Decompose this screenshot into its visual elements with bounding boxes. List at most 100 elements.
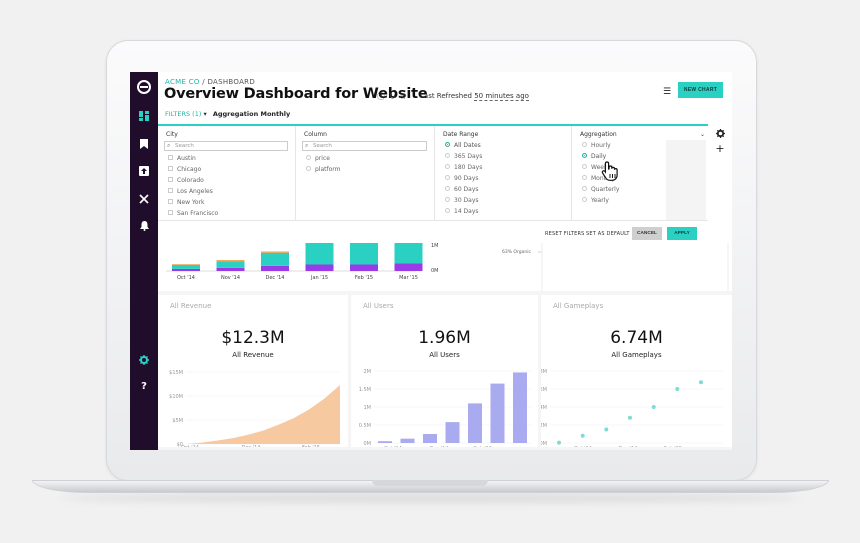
breadcrumb-org[interactable]: ACME CO xyxy=(165,78,200,86)
chevron-down-icon[interactable]: ▾ xyxy=(203,110,207,118)
filter-date-header: Date Range xyxy=(443,131,479,138)
dashboard-icon[interactable] xyxy=(130,109,158,123)
users-bar xyxy=(378,441,392,443)
aggregation-option[interactable]: Yearly xyxy=(582,197,609,204)
aggregation-option[interactable]: Hourly xyxy=(582,142,611,149)
date-option[interactable]: 30 Days xyxy=(445,197,479,204)
breadcrumb-separator: / xyxy=(199,78,208,86)
gameplays-kpi-label: All Gameplays xyxy=(611,351,662,359)
star-icon[interactable]: ☆ xyxy=(399,92,411,101)
stacked-bar-card[interactable]: Oct '14 Nov '14 Dec '14 Jan '15 Feb '15 Mar '… xyxy=(158,238,732,291)
apply-button[interactable]: APPLY xyxy=(667,227,697,240)
users-bar xyxy=(513,372,527,443)
y-tick-label: 1.5M xyxy=(359,387,371,393)
aggregation-option[interactable]: Daily xyxy=(582,153,606,160)
y-tick-label: 8M xyxy=(541,369,547,375)
gameplays-title: All Gameplays xyxy=(553,302,604,310)
filter-panel-footer: RESET FILTERS SET AS DEFAULT CANCEL APPL… xyxy=(158,220,708,245)
right-rail: + xyxy=(708,124,732,243)
gear-icon[interactable] xyxy=(708,129,732,141)
column-search-input[interactable]: ⌕ Search xyxy=(302,141,427,151)
stacked-bar-segment xyxy=(172,265,200,269)
city-option[interactable]: Chicago xyxy=(168,166,201,173)
plus-icon[interactable]: + xyxy=(715,142,725,155)
app-screen: ? ACME CO / DASHBOARD Overview Dashboard… xyxy=(130,72,732,450)
filter-aggregation-header: Aggregation xyxy=(580,131,617,138)
users-kpi-label: All Users xyxy=(429,351,460,359)
users-bar xyxy=(400,438,415,443)
search-icon: ⌕ xyxy=(305,142,309,149)
date-option[interactable]: 14 Days xyxy=(445,208,479,215)
city-option[interactable]: Los Angeles xyxy=(168,188,213,195)
set-default-button[interactable]: SET AS DEFAULT xyxy=(586,231,630,237)
city-search-input[interactable]: ⌕ Search xyxy=(164,141,288,151)
info-icon[interactable]: ⓘ xyxy=(377,92,389,101)
city-option[interactable]: San Francisco xyxy=(168,210,218,217)
aggregation-option[interactable]: Weekly xyxy=(582,164,613,171)
tools-icon[interactable] xyxy=(130,192,158,206)
filter-date-range: Date Range All Dates 365 Days 180 Days 9… xyxy=(435,126,572,220)
date-option[interactable]: All Dates xyxy=(445,142,481,149)
date-option[interactable]: 365 Days xyxy=(445,153,482,160)
new-chart-button[interactable]: NEW CHART xyxy=(678,82,723,98)
users-bar xyxy=(445,422,460,443)
revenue-kpi-label: All Revenue xyxy=(232,351,274,359)
logo-icon[interactable] xyxy=(137,80,151,94)
help-icon[interactable]: ? xyxy=(141,381,147,392)
revenue-kpi-value: $12.3M xyxy=(221,328,285,348)
aggregation-option[interactable]: Monthly xyxy=(582,175,615,182)
y-tick-label: 1M xyxy=(364,405,372,411)
revenue-card[interactable]: All Revenue $15M $10M $5M $0Oct '14 Dec '14 F… xyxy=(158,295,348,447)
bookmark-icon[interactable] xyxy=(130,137,158,151)
users-bar xyxy=(468,403,482,443)
gameplays-point xyxy=(604,427,609,432)
upload-icon[interactable] xyxy=(130,164,158,178)
x-tick-label: Mar '15 xyxy=(399,275,418,281)
aggregation-option[interactable]: Quarterly xyxy=(582,186,619,193)
dashboard-content: Oct '14 Nov '14 Dec '14 Jan '15 Feb '15 Mar '… xyxy=(158,238,732,450)
bell-icon[interactable] xyxy=(130,219,158,233)
city-option[interactable]: Colorado xyxy=(168,177,204,184)
stacked-bar-segment xyxy=(261,252,289,266)
y-tick-label: $5M xyxy=(172,418,183,424)
gear-icon[interactable] xyxy=(130,353,158,367)
column-search-placeholder: Search xyxy=(313,143,332,149)
city-option[interactable]: Austin xyxy=(168,155,196,162)
column-option[interactable]: price xyxy=(306,155,330,162)
filters-label[interactable]: FILTERS (1) xyxy=(165,110,202,118)
chevron-down-icon[interactable]: ⌄ xyxy=(700,131,706,138)
gameplays-card[interactable]: All Gameplays 8M 6M 4M 2M 0M Oct '14 Dec '14 Fe… xyxy=(541,295,732,447)
users-bar xyxy=(423,434,437,443)
refresh-prefix: Last Refreshed xyxy=(420,92,475,100)
y-tick-label: 6M xyxy=(541,387,547,393)
revenue-chart: $15M $10M $5M $0Oct '14 Dec '14 Feb '15 xyxy=(169,370,340,447)
stacked-bar-segment xyxy=(305,264,334,271)
gameplays-point xyxy=(580,433,585,438)
column-option[interactable]: platform xyxy=(306,166,341,173)
refresh-icon[interactable]: ↻ xyxy=(389,92,400,101)
x-tick-label: Oct '14 xyxy=(574,446,592,447)
x-tick-label: Oct '14 xyxy=(177,275,195,281)
annotation-label: 63% Organic xyxy=(502,249,531,255)
users-card[interactable]: All Users 2M 1.5M 1M 0.5M 0M Oct '14 Dec '14 Fe… xyxy=(351,295,538,447)
stacked-bar-segment xyxy=(216,267,245,271)
cancel-button[interactable]: CANCEL xyxy=(632,227,662,240)
filter-column-header: Column xyxy=(304,131,327,138)
laptop-shadow xyxy=(60,493,800,503)
header-icons: ⓘ↻☆ xyxy=(377,91,411,102)
revenue-area xyxy=(186,385,340,444)
page-header: ACME CO / DASHBOARD Overview Dashboard f… xyxy=(158,72,732,124)
city-option[interactable]: New York xyxy=(168,199,204,206)
menu-icon[interactable]: ☰ xyxy=(663,87,672,97)
date-option[interactable]: 90 Days xyxy=(445,175,479,182)
x-tick-label: Feb '15 xyxy=(302,445,320,447)
x-tick-label: Nov '14 xyxy=(221,275,240,281)
stacked-bar-segment xyxy=(261,251,289,253)
date-option[interactable]: 60 Days xyxy=(445,186,479,193)
filters-toggle[interactable]: FILTERS (1) ▾ Aggregation Monthly xyxy=(165,110,290,118)
reset-filters-button[interactable]: RESET FILTERS xyxy=(545,231,585,237)
filter-aggregation: Aggregation ⌄ Hourly Daily Weekly Monthl… xyxy=(572,126,708,220)
breadcrumb-page[interactable]: DASHBOARD xyxy=(207,78,256,86)
date-option[interactable]: 180 Days xyxy=(445,164,482,171)
users-bar xyxy=(490,383,505,443)
